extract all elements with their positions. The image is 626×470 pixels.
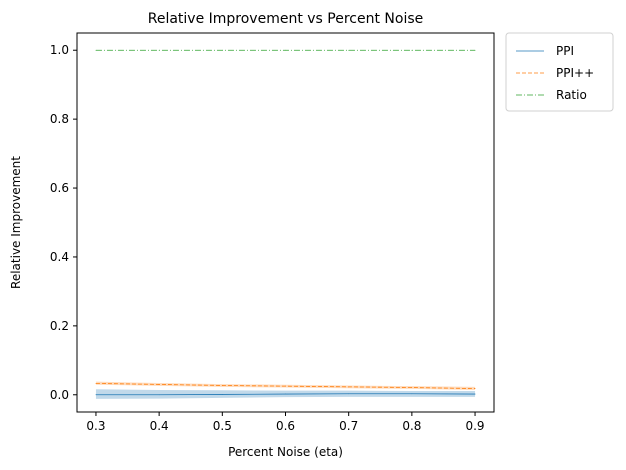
data-point-ppiplusplus: [474, 388, 476, 389]
legend-label-ppiplusplus: PPI++: [556, 66, 594, 80]
y-tick-label: 0.2: [50, 319, 69, 333]
legend: PPI PPI++ Ratio: [505, 32, 614, 112]
x-tick-label: 0.7: [339, 419, 358, 433]
data-point-ratio: [348, 49, 350, 51]
x-tick-label: 0.4: [150, 419, 169, 433]
plot-layer: [95, 49, 476, 399]
data-point-ppiplusplus: [95, 383, 97, 384]
data-point-ratio: [285, 49, 286, 51]
axes-ticks: 0.3 0.4 0.5 0.6 0.7 0.8 0.9 0.0 0.2 0.4 0.6 0.8 1.0: [50, 43, 485, 433]
data-point-ppi: [348, 393, 350, 395]
x-tick-label: 0.9: [465, 419, 484, 433]
data-point-ppi: [285, 393, 286, 395]
data-point-ppiplusplus: [285, 385, 286, 387]
data-point-ppi: [474, 393, 476, 395]
y-tick-label: 0.0: [50, 388, 69, 402]
data-point-ppi: [221, 394, 223, 395]
data-point-ratio: [474, 49, 476, 51]
data-point-ratio: [411, 49, 413, 51]
data-point-ppi: [95, 394, 97, 396]
legend-label-ppi: PPI: [556, 44, 574, 58]
data-point-ratio: [95, 49, 97, 51]
y-tick-label: 0.8: [50, 112, 69, 126]
data-point-ratio: [221, 49, 223, 51]
data-point-ppiplusplus: [348, 386, 350, 388]
y-axis-label: Relative Improvement: [9, 156, 23, 289]
x-tick-label: 0.5: [213, 419, 232, 433]
x-axis-label: Percent Noise (eta): [228, 445, 343, 459]
chart-title: Relative Improvement vs Percent Noise: [148, 11, 424, 27]
x-tick-label: 0.8: [402, 419, 421, 433]
y-tick-label: 0.6: [50, 181, 69, 195]
data-point-ppiplusplus: [221, 385, 223, 386]
data-point-ppi: [158, 394, 160, 396]
y-tick-label: 1.0: [50, 43, 69, 57]
data-point-ratio: [158, 49, 160, 51]
plot-frame: [76, 32, 495, 413]
legend-box: [505, 32, 614, 112]
y-tick-label: 0.4: [50, 250, 69, 264]
data-point-ppiplusplus: [411, 387, 413, 388]
x-tick-label: 0.3: [86, 419, 105, 433]
x-tick-label: 0.6: [276, 419, 295, 433]
data-point-ppiplusplus: [158, 384, 160, 385]
legend-label-ratio: Ratio: [556, 88, 587, 102]
data-point-ppi: [411, 393, 413, 395]
